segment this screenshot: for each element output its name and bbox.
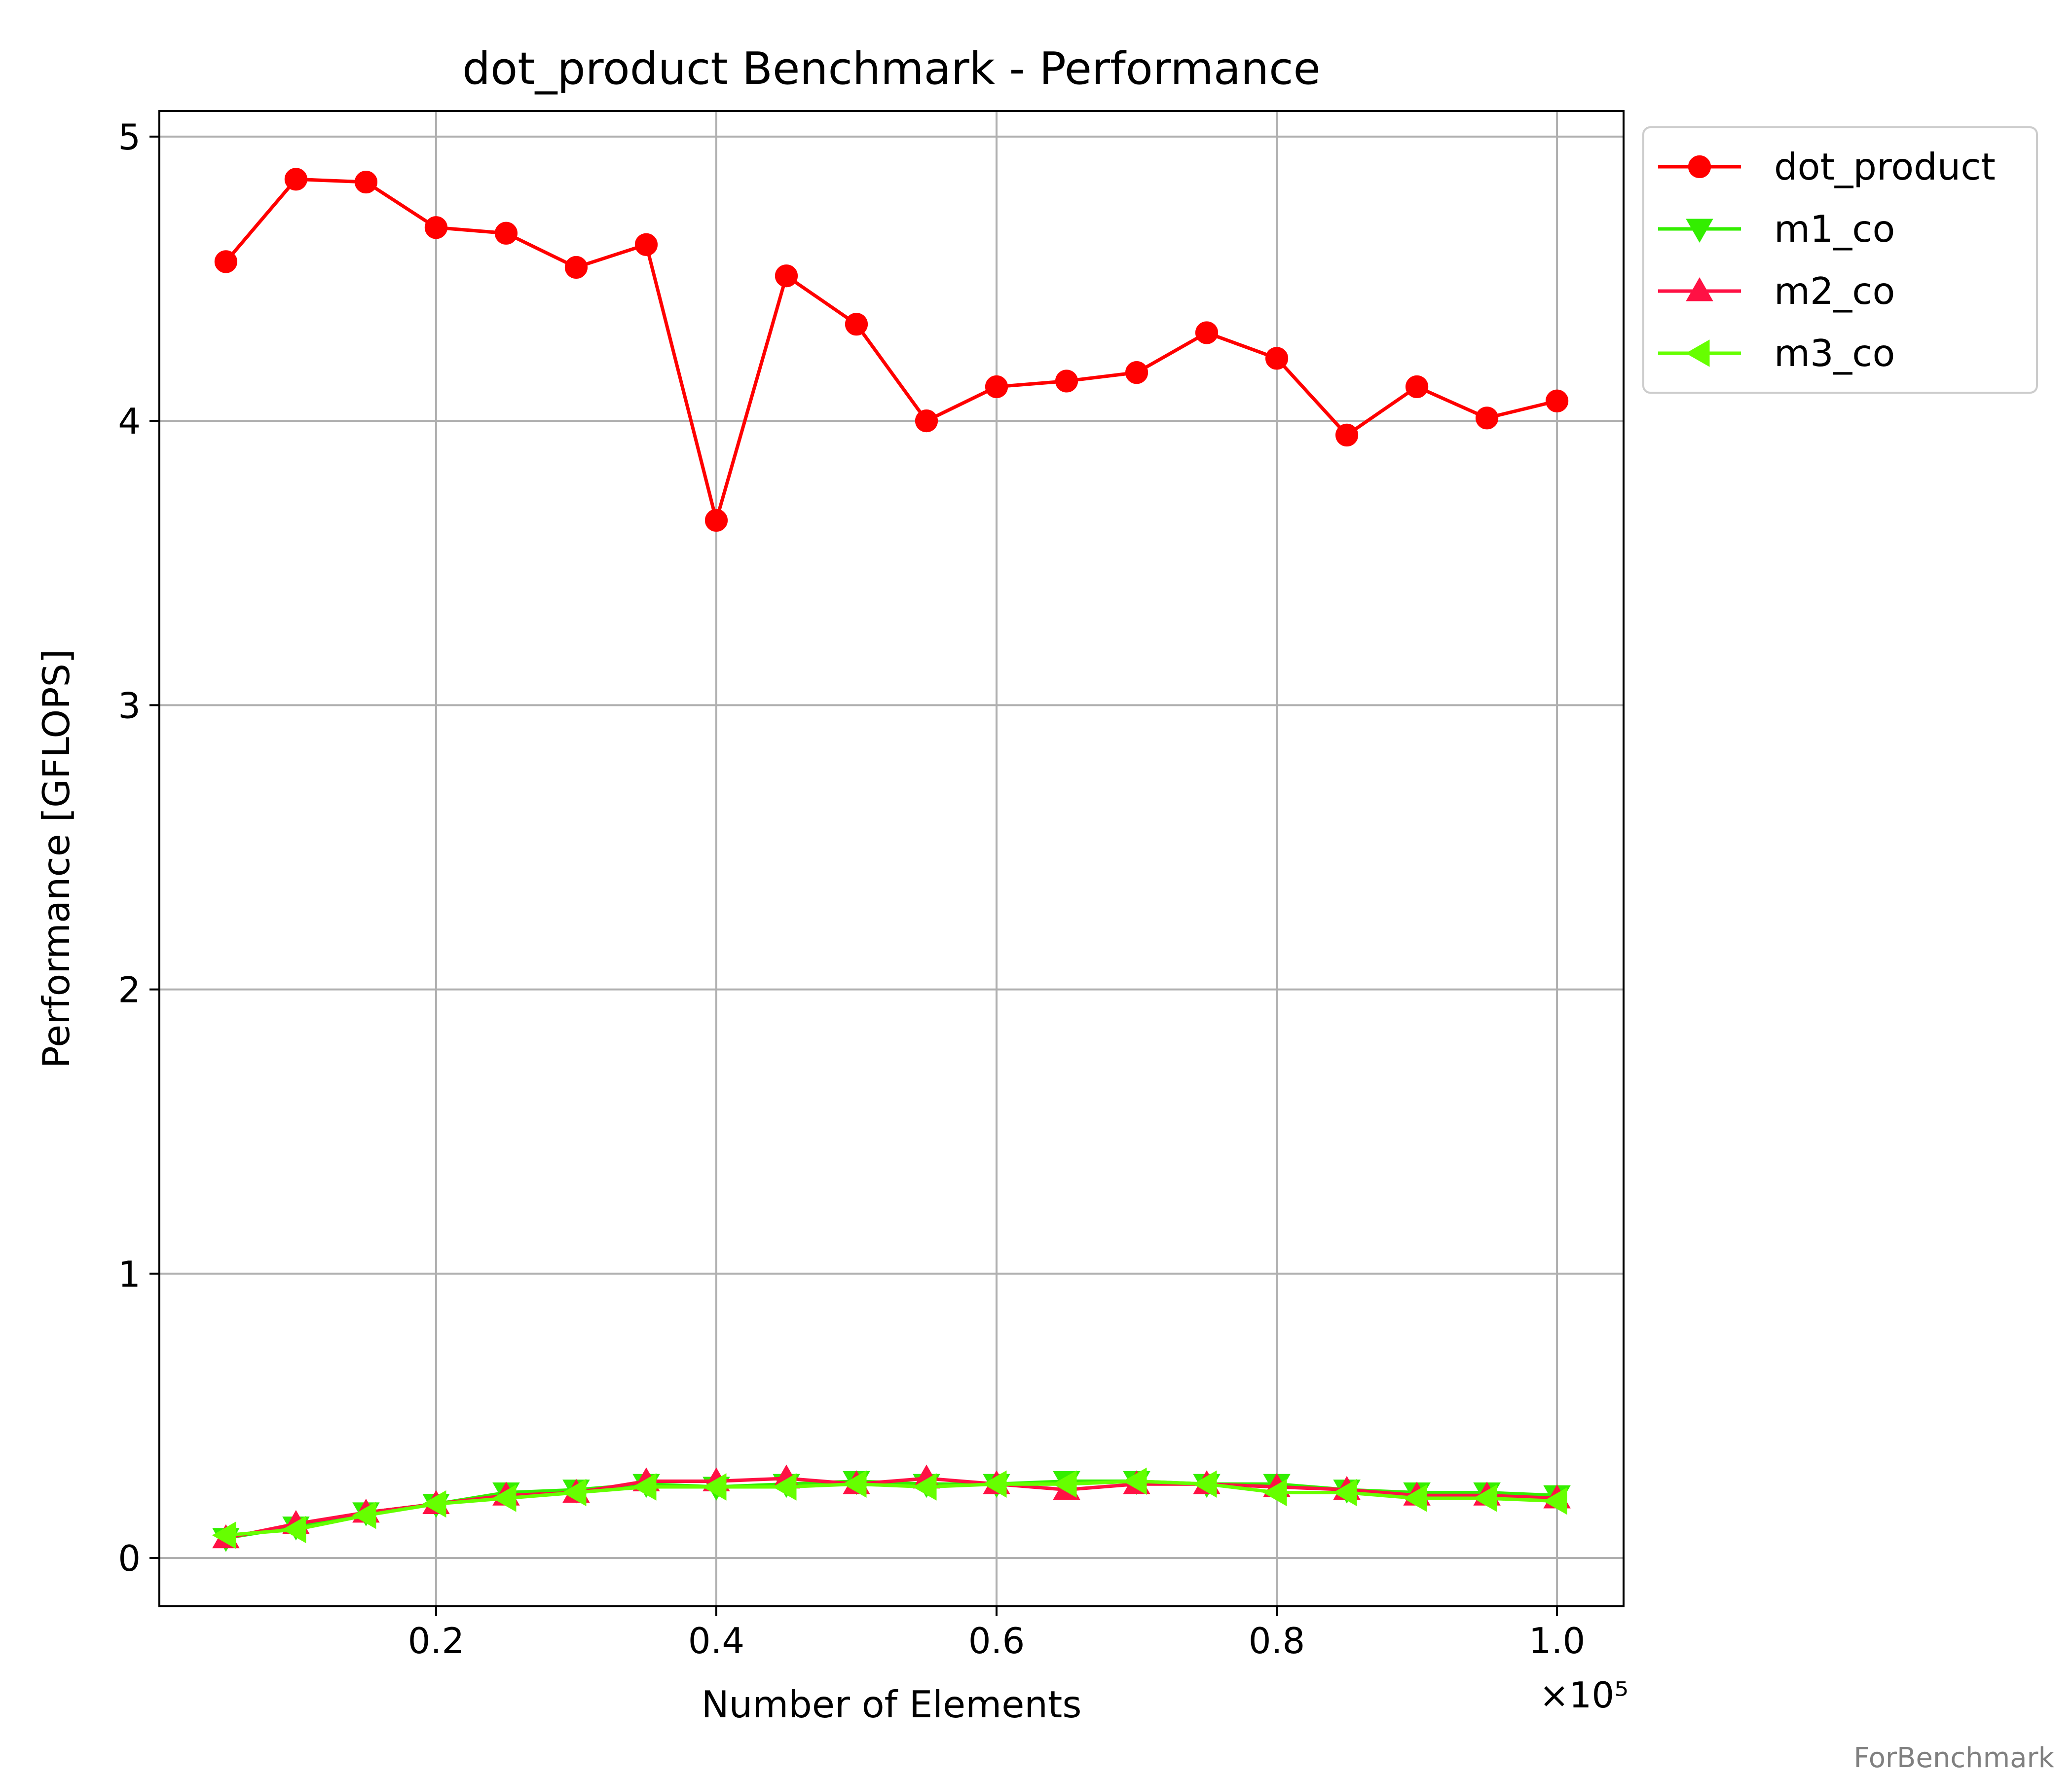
legend: dot_product m1_co m2_co m3_co bbox=[1642, 126, 2038, 394]
legend-label-dot_product: dot_product bbox=[1774, 145, 1996, 188]
data-point-m3_co bbox=[1053, 1470, 1077, 1498]
y-tick-label: 2 bbox=[118, 969, 141, 1011]
x-tick-label: 0.8 bbox=[1249, 1620, 1305, 1662]
data-point-dot_product bbox=[1265, 347, 1289, 370]
data-point-m3_co bbox=[842, 1470, 867, 1498]
series-lines bbox=[212, 168, 1571, 1552]
data-point-dot_product bbox=[424, 216, 448, 239]
data-point-dot_product bbox=[1475, 407, 1499, 430]
data-point-dot_product bbox=[1545, 389, 1569, 412]
footer-watermark: ForBenchmark bbox=[1853, 1742, 2054, 1774]
data-point-dot_product bbox=[775, 264, 798, 288]
data-point-dot_product bbox=[845, 313, 868, 336]
legend-marker-m2_co bbox=[1686, 277, 1713, 301]
chart-title: dot_product Benchmark - Performance bbox=[462, 43, 1321, 95]
x-tick-label: 1.0 bbox=[1529, 1620, 1586, 1662]
data-point-m3_co bbox=[1123, 1467, 1147, 1495]
data-point-dot_product bbox=[1055, 370, 1078, 393]
y-tick-label: 1 bbox=[118, 1254, 141, 1295]
data-point-m3_co bbox=[1333, 1479, 1357, 1507]
data-point-m3_co bbox=[772, 1473, 797, 1501]
data-point-m3_co bbox=[912, 1473, 937, 1501]
y-tick-label: 5 bbox=[118, 116, 141, 158]
data-point-m3_co bbox=[562, 1479, 587, 1507]
data-point-dot_product bbox=[214, 250, 238, 273]
data-point-m3_co bbox=[982, 1470, 1007, 1498]
x-axis-offset: ×10⁵ bbox=[1539, 1674, 1628, 1716]
data-point-m3_co bbox=[1473, 1484, 1497, 1512]
series-m1_co bbox=[212, 1471, 1571, 1552]
data-point-dot_product bbox=[1405, 375, 1429, 399]
data-point-dot_product bbox=[704, 509, 728, 532]
x-tick-label: 0.4 bbox=[688, 1620, 745, 1662]
data-point-m3_co bbox=[1193, 1470, 1217, 1498]
series-dot_product bbox=[214, 168, 1569, 532]
legend-marker-m3_co bbox=[1685, 339, 1710, 367]
x-tick-label: 0.6 bbox=[968, 1620, 1025, 1662]
y-tick-label: 0 bbox=[118, 1538, 141, 1579]
data-point-dot_product bbox=[1125, 361, 1148, 384]
grid-lines bbox=[159, 111, 1624, 1606]
data-point-m3_co bbox=[212, 1521, 236, 1549]
series-line-m2_co bbox=[225, 1477, 1557, 1540]
data-point-dot_product bbox=[564, 256, 588, 279]
data-point-m3_co bbox=[632, 1473, 657, 1501]
data-point-m3_co bbox=[492, 1484, 517, 1512]
legend-box bbox=[1642, 126, 2038, 394]
y-axis-label: Performance [GFLOPS] bbox=[35, 649, 78, 1069]
legend-label-m1_co: m1_co bbox=[1774, 207, 1895, 251]
y-tick-label: 4 bbox=[118, 401, 141, 442]
series-m3_co bbox=[212, 1467, 1567, 1549]
data-point-dot_product bbox=[284, 168, 308, 191]
data-point-dot_product bbox=[634, 233, 658, 256]
x-tick-label: 0.2 bbox=[408, 1620, 465, 1662]
data-point-m3_co bbox=[1263, 1479, 1287, 1507]
data-point-m3_co bbox=[1403, 1484, 1427, 1512]
legend-label-m3_co: m3_co bbox=[1774, 332, 1895, 375]
data-point-dot_product bbox=[354, 170, 378, 194]
series-line-dot_product bbox=[224, 177, 1557, 522]
axis-ticks: 0.2 0.4 0.6 0.8 1.0 0 1 2 3 4 5 bbox=[118, 116, 1585, 1662]
data-point-m3_co bbox=[702, 1473, 727, 1501]
data-point-m3_co bbox=[1543, 1487, 1567, 1515]
data-point-dot_product bbox=[494, 222, 518, 245]
legend-marker-m1_co bbox=[1686, 219, 1713, 243]
y-tick-label: 3 bbox=[118, 685, 141, 726]
legend-label-m2_co: m2_co bbox=[1774, 269, 1895, 313]
legend-marker-dot_product bbox=[1688, 155, 1711, 179]
data-point-dot_product bbox=[1335, 423, 1359, 447]
data-point-dot_product bbox=[985, 375, 1008, 399]
data-point-dot_product bbox=[1195, 321, 1219, 344]
data-point-m3_co bbox=[352, 1501, 376, 1529]
plot-frame bbox=[158, 110, 1625, 1607]
x-axis-label: Number of Elements bbox=[702, 1683, 1082, 1726]
data-point-m3_co bbox=[282, 1516, 306, 1544]
data-point-dot_product bbox=[915, 409, 938, 433]
data-point-m3_co bbox=[422, 1490, 446, 1518]
